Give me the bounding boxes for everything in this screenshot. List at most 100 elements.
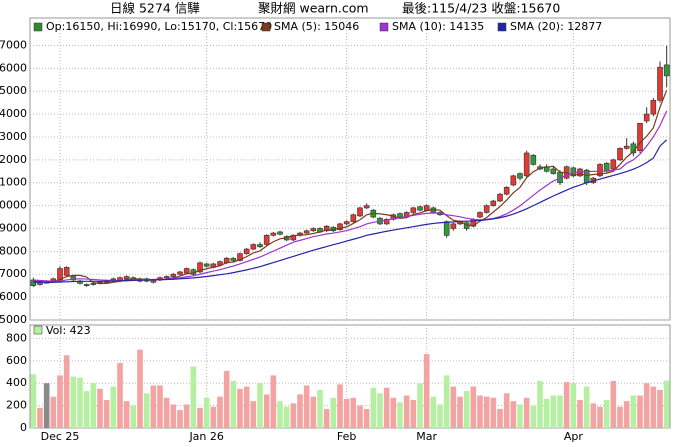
candle-body: [397, 213, 403, 218]
candle-body: [450, 223, 457, 229]
volume-bar: [270, 375, 277, 428]
volume-bar: [377, 393, 383, 428]
volume-bar: [563, 382, 570, 428]
volume-bar: [283, 406, 290, 428]
volume-bar: [357, 405, 363, 428]
legend-label: SMA (20): 12877: [510, 20, 602, 33]
volume-bar: [70, 376, 77, 428]
volume-bar: [390, 397, 397, 428]
volume-bar: [637, 395, 643, 428]
candle-body: [643, 113, 650, 122]
volume-bar: [423, 354, 430, 428]
volume-bar: [290, 403, 297, 428]
legend-label: Vol: 423: [46, 324, 91, 337]
y-tick-label: 6000: [0, 290, 27, 303]
y-tick-label: 8000: [0, 244, 27, 257]
volume-bar: [650, 386, 657, 428]
candle-body: [443, 221, 450, 236]
volume-bar: [590, 403, 597, 428]
y-tick-label: 800: [6, 331, 27, 344]
candle-body: [350, 214, 357, 222]
volume-bar: [183, 404, 190, 428]
y-tick-label: 200: [6, 399, 27, 412]
volume-bar: [417, 383, 423, 428]
candle-body: [197, 262, 203, 273]
volume-bar: [490, 397, 497, 428]
volume-bar: [350, 397, 357, 428]
candle-body: [510, 175, 517, 186]
volume-bar: [397, 402, 403, 428]
candle-body: [263, 235, 270, 245]
volume-bar: [157, 385, 163, 428]
candle-body: [610, 159, 617, 170]
y-tick-label: 10000: [0, 199, 27, 212]
candle-body: [90, 283, 97, 285]
candle-body: [623, 145, 630, 149]
candle-body: [657, 66, 663, 101]
volume-bar: [203, 397, 210, 428]
x-tick-label: Apr: [564, 430, 584, 443]
candle-body: [70, 276, 77, 281]
candle-body: [497, 193, 503, 202]
volume-bar: [110, 386, 117, 428]
volume-bar: [603, 400, 610, 428]
volume-bar: [83, 391, 90, 428]
candle-body: [550, 168, 557, 174]
volume-bar: [137, 349, 143, 428]
candle-body: [243, 248, 250, 254]
volume-bar: [583, 386, 590, 428]
volume-bar: [630, 395, 637, 428]
candle-body: [83, 284, 90, 286]
volume-bar: [370, 387, 377, 428]
volume-bar: [190, 366, 197, 428]
volume-bar: [570, 383, 577, 428]
volume-bar: [517, 404, 523, 428]
volume-bar: [597, 406, 603, 428]
volume-bar: [450, 386, 457, 428]
sma-line: [33, 139, 668, 283]
volume-bar: [97, 388, 103, 428]
legend-label: SMA (5): 15046: [274, 20, 359, 33]
volume-bar: [310, 396, 317, 428]
candle-body: [277, 231, 283, 235]
volume-bar: [90, 383, 97, 428]
volume-bar: [230, 380, 237, 428]
x-tick-label: Jan 26: [188, 430, 223, 443]
y-tick-label: 400: [6, 376, 27, 389]
x-tick-label: Mar: [416, 430, 437, 443]
chart-title: 日線 5274 信驊: [110, 1, 200, 16]
volume-bar: [77, 377, 83, 428]
volume-bar: [537, 380, 543, 428]
candle-body: [617, 148, 623, 161]
candle-body: [337, 223, 343, 230]
candle-body: [110, 278, 117, 281]
candle-body: [490, 200, 497, 206]
volume-bar: [163, 397, 170, 428]
candle-body: [597, 164, 603, 177]
volume-bar: [343, 398, 350, 428]
legend-label: Op:16150, Hi:16990, Lo:15170, Cl:15670: [46, 20, 272, 33]
volume-bar: [497, 408, 503, 428]
candle-body: [637, 122, 643, 151]
y-tick-label: 14000: [0, 107, 27, 120]
candle-body: [523, 152, 530, 177]
price-panel: [29, 17, 671, 321]
candle-body: [123, 276, 130, 280]
candle-body: [250, 244, 257, 250]
y-tick-label: 17000: [0, 38, 27, 51]
candle-body: [57, 268, 63, 281]
volume-panel: [29, 324, 671, 429]
volume-bar: [577, 400, 583, 428]
volume-bar: [30, 374, 37, 428]
volume-bar: [643, 383, 650, 428]
volume-bar: [557, 395, 563, 428]
volume-bar: [657, 389, 663, 428]
legend-swatch: [33, 325, 43, 335]
volume-bar: [57, 375, 63, 428]
volume-bar: [617, 406, 623, 428]
volume-bar: [323, 408, 330, 428]
volume-bar: [150, 385, 157, 428]
candle-body: [663, 64, 670, 77]
volume-bar: [177, 410, 183, 428]
volume-bar: [263, 394, 270, 428]
